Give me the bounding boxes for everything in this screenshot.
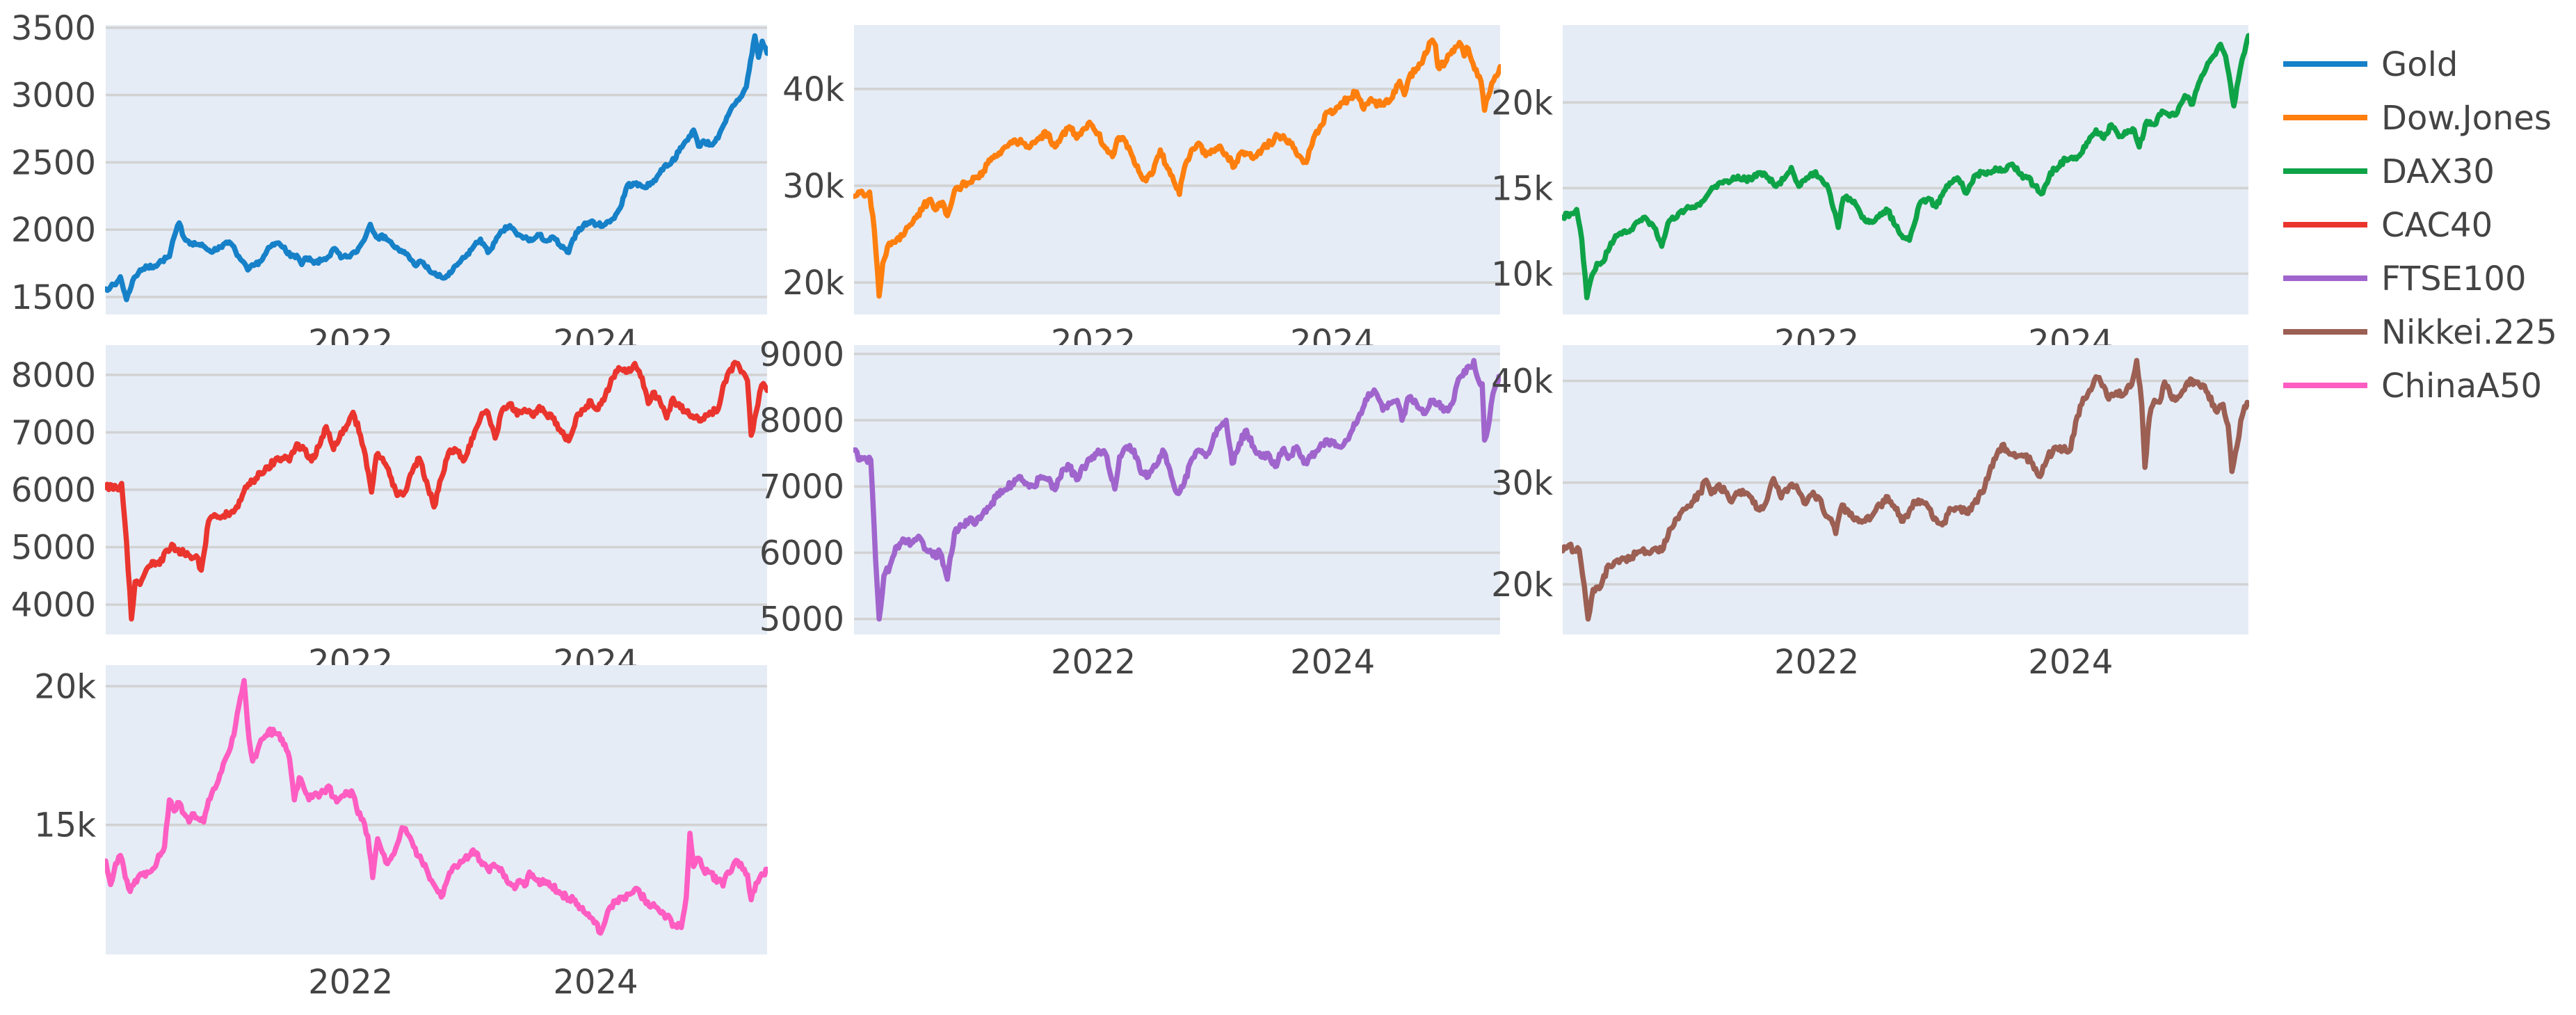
legend-item-label: DAX30 — [2381, 152, 2495, 191]
legend: Gold Dow.Jones DAX30 CAC40 FTSE100 Nikkei.225… — [2283, 45, 2557, 406]
subplot-chinaa50: 20k 15k 2022 2024 — [34, 665, 768, 1002]
series-line-ftse100 — [853, 358, 1501, 622]
x-tick-label: 2024 — [2028, 643, 2113, 682]
plot-area[interactable] — [1563, 345, 2248, 634]
x-tick-label: 2024 — [1290, 643, 1375, 682]
legend-item-label: ChinaA50 — [2381, 367, 2542, 406]
x-tick-label: 2024 — [553, 963, 638, 1002]
y-tick-label: 30k — [1491, 464, 1553, 503]
subplot-ftse100: 9000 8000 7000 6000 5000 2022 2024 — [759, 335, 1501, 682]
x-tick-label: 2022 — [308, 963, 393, 1002]
subplot-nikkei-225: 40k 30k 20k 2022 2024 — [1491, 345, 2249, 682]
plot-area[interactable] — [106, 25, 767, 314]
y-tick-label: 8000 — [759, 401, 844, 440]
y-tick-label: 2000 — [11, 211, 96, 250]
series-line-gold — [105, 33, 768, 303]
y-tick-label: 7000 — [11, 413, 96, 452]
x-tick-label: 2022 — [1051, 643, 1136, 682]
y-tick-label: 6000 — [11, 471, 96, 510]
x-tick-label: 2022 — [1774, 643, 1859, 682]
y-tick-label: 20k — [1491, 83, 1553, 122]
y-tick-label: 9000 — [759, 335, 844, 374]
y-tick-label: 1500 — [11, 278, 96, 317]
y-tick-label: 5000 — [11, 529, 96, 568]
y-tick-label: 7000 — [759, 467, 844, 506]
plot-area[interactable] — [1563, 25, 2248, 314]
legend-item-ftse100[interactable]: FTSE100 — [2283, 259, 2527, 298]
y-tick-label: 15k — [1491, 169, 1553, 208]
y-tick-label: 4000 — [11, 586, 96, 625]
legend-item-label: FTSE100 — [2381, 259, 2527, 298]
y-tick-label: 40k — [782, 70, 844, 109]
series-line-dax30 — [1562, 33, 2249, 301]
legend-item-nikkei-225[interactable]: Nikkei.225 — [2283, 313, 2557, 352]
legend-item-dax30[interactable]: DAX30 — [2283, 152, 2495, 191]
legend-item-cac40[interactable]: CAC40 — [2283, 206, 2493, 245]
series-line-nikkei-225 — [1562, 358, 2249, 622]
legend-item-chinaa50[interactable]: ChinaA50 — [2283, 367, 2542, 406]
y-tick-label: 40k — [1491, 362, 1553, 401]
legend-item-gold[interactable]: Gold — [2283, 45, 2458, 84]
y-tick-label: 5000 — [759, 600, 844, 639]
y-tick-label: 8000 — [11, 356, 96, 395]
y-tick-label: 20k — [1491, 566, 1553, 605]
series-line-dow-jones — [853, 37, 1501, 299]
y-tick-label: 3500 — [11, 9, 96, 48]
y-tick-label: 10k — [1491, 255, 1553, 294]
legend-item-label: Nikkei.225 — [2381, 313, 2557, 352]
y-tick-label: 15k — [34, 806, 96, 845]
legend-item-dow-jones[interactable]: Dow.Jones — [2283, 99, 2552, 138]
legend-item-label: CAC40 — [2381, 206, 2493, 245]
plot-area[interactable] — [854, 25, 1500, 314]
y-tick-label: 2500 — [11, 143, 96, 182]
y-tick-label: 6000 — [759, 534, 844, 573]
y-tick-label: 20k — [34, 667, 96, 706]
series-line-cac40 — [105, 360, 768, 622]
series-line-chinaa50 — [105, 678, 768, 936]
y-tick-label: 30k — [782, 167, 844, 206]
legend-item-label: Gold — [2381, 45, 2458, 84]
y-tick-label: 3000 — [11, 77, 96, 115]
y-tick-label: 20k — [782, 264, 844, 303]
legend-item-label: Dow.Jones — [2381, 99, 2552, 138]
